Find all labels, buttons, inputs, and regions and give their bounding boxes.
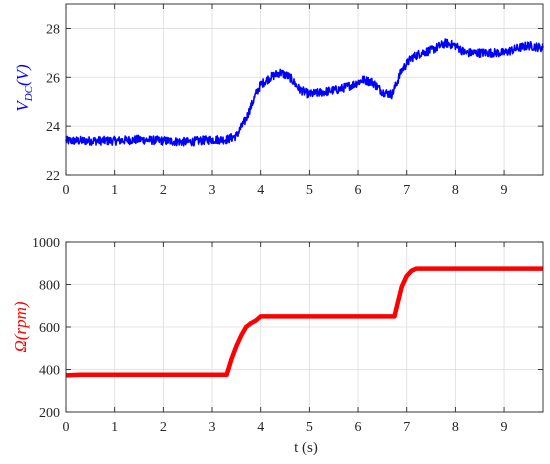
speed-ytick-label-3: 800 (39, 279, 60, 294)
vdc-ytick-label-2: 26 (46, 71, 60, 86)
speed-xtick-label-8: 8 (452, 420, 459, 435)
speed-xtick-label-1: 1 (111, 420, 118, 435)
speed-xtick-label-3: 3 (209, 420, 216, 435)
speed-xtick-label-2: 2 (160, 420, 167, 435)
vdc-xtick-label-8: 8 (452, 183, 459, 198)
vdc-xtick-label-7: 7 (403, 183, 410, 198)
speed-xtick-label-9: 9 (501, 420, 508, 435)
speed-ytick-label-2: 600 (39, 321, 60, 336)
speed-ytick-label-4: 1000 (32, 236, 60, 251)
speed-xtick-label-5: 5 (306, 420, 313, 435)
vdc-ylabel-main: V (13, 99, 32, 112)
vdc-ylabel-tail: (V) (13, 64, 32, 86)
vdc-xtick-label-0: 0 (63, 183, 70, 198)
speed-xtick-label-4: 4 (257, 420, 264, 435)
vdc-ylabel: VDC(V) (13, 64, 35, 112)
vdc-ytick-label-0: 22 (46, 169, 60, 184)
speed-series-line-0 (65, 266, 543, 378)
vdc-series-line-0 (65, 38, 544, 147)
vdc-ylabel-sub: DC (23, 85, 35, 102)
vdc-xtick-label-6: 6 (355, 183, 362, 198)
speed-ylabel: Ω(rpm) (11, 301, 30, 352)
speed-xtick-label-7: 7 (403, 420, 410, 435)
vdc-ytick-label-3: 28 (46, 22, 60, 37)
speed-ytick-label-0: 200 (39, 406, 60, 421)
vdc-xtick-label-3: 3 (209, 183, 216, 198)
speed-xtick-label-0: 0 (63, 420, 70, 435)
vdc-axes-frame (65, 3, 544, 176)
vdc-panel: 0 1 2 3 4 5 6 7 8 9 22 24 26 28 (46, 3, 544, 198)
vdc-xtick-label-9: 9 (501, 183, 508, 198)
speed-ytick-label-1: 400 (39, 364, 60, 379)
vdc-ytick-label-1: 24 (46, 120, 60, 135)
vdc-xtick-label-1: 1 (111, 183, 118, 198)
speed-xtick-label-6: 6 (355, 420, 362, 435)
speed-xlabel: t (s) (294, 440, 318, 456)
vdc-xtick-label-5: 5 (306, 183, 313, 198)
speed-panel: 0 1 2 3 4 5 6 7 8 9 200 400 600 800 1000 (32, 236, 544, 435)
vdc-xtick-label-4: 4 (257, 183, 264, 198)
vdc-xtick-label-2: 2 (160, 183, 167, 198)
